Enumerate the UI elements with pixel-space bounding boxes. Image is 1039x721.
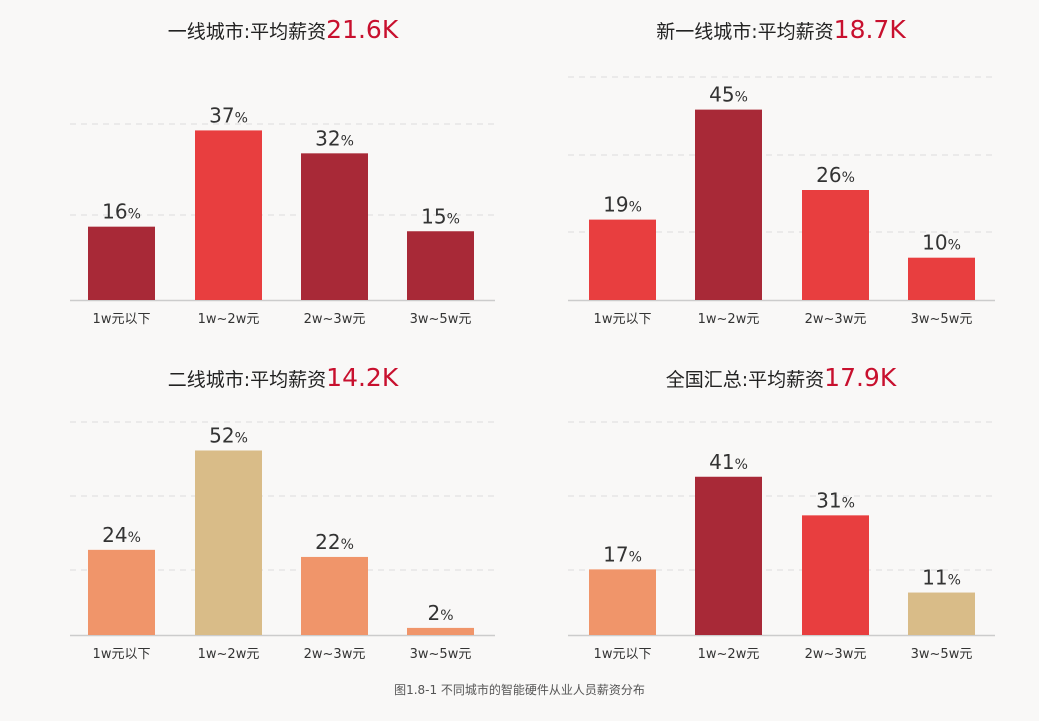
bar-4 xyxy=(908,592,975,635)
chart-title: 一线城市:平均薪资21.6K xyxy=(168,15,399,44)
category-label: 1w元以下 xyxy=(93,647,151,662)
bar-3 xyxy=(301,556,368,635)
chart-panel-1: 一线城市:平均薪资21.6K 16% 1w元以下 37% 1w~2w元 32% 2w~3w元… xyxy=(70,15,495,327)
data-label: 2% xyxy=(427,601,453,625)
chart-panel-2: 新一线城市:平均薪资18.7K 19% 1w元以下 45% 1w~2w元 26% 2w~3w… xyxy=(568,15,995,327)
bar-2 xyxy=(195,130,262,300)
category-label: 3w~5w元 xyxy=(911,312,973,327)
category-label: 2w~3w元 xyxy=(805,312,867,327)
data-label: 16% xyxy=(102,200,141,224)
chart-title-value: 18.7K xyxy=(834,15,907,44)
chart-title-value: 21.6K xyxy=(326,15,399,44)
chart-panel-4: 全国汇总:平均薪资17.9K 17% 1w元以下 41% 1w~2w元 31% 2w~3w元… xyxy=(568,363,995,662)
figure-caption: 图1.8-1 不同城市的智能硬件从业人员薪资分布 xyxy=(394,683,645,697)
bar-2 xyxy=(695,109,762,300)
bar-3 xyxy=(802,515,869,635)
bar-2 xyxy=(195,450,262,635)
chart-title: 新一线城市:平均薪资18.7K xyxy=(656,15,906,44)
data-label: 15% xyxy=(421,204,460,228)
bar-4 xyxy=(908,257,975,300)
data-label: 11% xyxy=(922,566,961,590)
chart-title-label: 二线城市:平均薪资 xyxy=(168,369,326,391)
data-label: 26% xyxy=(816,163,855,187)
bar-2 xyxy=(695,476,762,635)
data-label: 10% xyxy=(922,231,961,255)
category-label: 1w~2w元 xyxy=(198,647,260,662)
bar-1 xyxy=(88,226,155,300)
chart-title-value: 14.2K xyxy=(326,363,399,392)
category-label: 2w~3w元 xyxy=(805,647,867,662)
chart-title: 全国汇总:平均薪资17.9K xyxy=(666,363,897,392)
category-label: 3w~5w元 xyxy=(410,312,472,327)
category-label: 1w元以下 xyxy=(594,312,652,327)
bar-3 xyxy=(301,153,368,300)
chart-title-value: 17.9K xyxy=(824,363,897,392)
bar-4 xyxy=(407,627,474,635)
category-label: 2w~3w元 xyxy=(304,312,366,327)
chart-title-label: 全国汇总:平均薪资 xyxy=(666,369,824,391)
data-label: 45% xyxy=(709,83,748,107)
data-label: 22% xyxy=(315,530,354,554)
data-label: 37% xyxy=(209,103,248,127)
category-label: 1w元以下 xyxy=(93,312,151,327)
chart-title-label: 一线城市:平均薪资 xyxy=(168,21,326,43)
data-label: 52% xyxy=(209,423,248,447)
category-label: 2w~3w元 xyxy=(304,647,366,662)
data-label: 32% xyxy=(315,126,354,150)
data-label: 24% xyxy=(102,523,141,547)
bar-1 xyxy=(589,219,656,300)
category-label: 1w元以下 xyxy=(594,647,652,662)
category-label: 1w~2w元 xyxy=(198,312,260,327)
data-label: 41% xyxy=(709,450,748,474)
category-label: 1w~2w元 xyxy=(698,312,760,327)
data-label: 17% xyxy=(603,542,642,566)
data-label: 31% xyxy=(816,488,855,512)
bar-1 xyxy=(589,569,656,635)
bar-3 xyxy=(802,190,869,300)
chart-title-label: 新一线城市:平均薪资 xyxy=(656,21,833,43)
category-label: 3w~5w元 xyxy=(911,647,973,662)
data-label: 19% xyxy=(603,193,642,217)
chart-panel-3: 二线城市:平均薪资14.2K 24% 1w元以下 52% 1w~2w元 22% 2w~3w元… xyxy=(70,363,495,662)
chart-title: 二线城市:平均薪资14.2K xyxy=(168,363,399,392)
bar-4 xyxy=(407,231,474,300)
category-label: 3w~5w元 xyxy=(410,647,472,662)
bar-1 xyxy=(88,549,155,635)
category-label: 1w~2w元 xyxy=(698,647,760,662)
